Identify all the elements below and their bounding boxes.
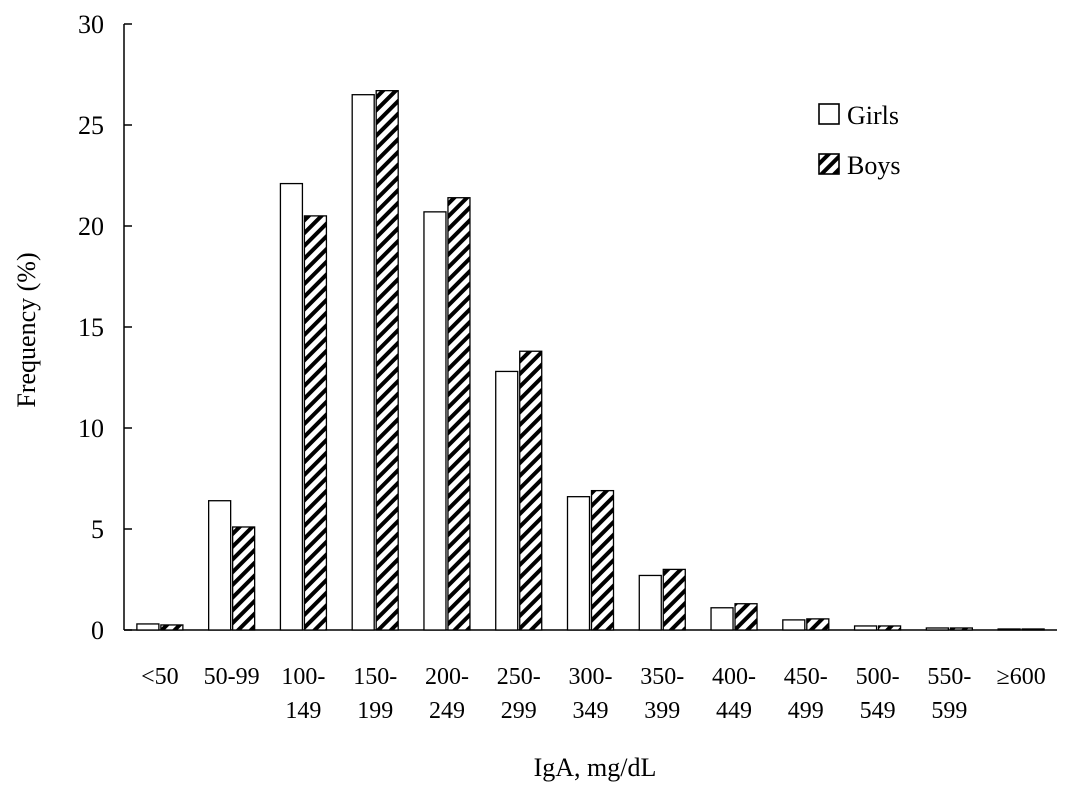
bar-boys-0	[160, 624, 184, 631]
x-tick-label: 50-99	[204, 664, 260, 690]
bar-girls-10	[853, 625, 878, 631]
x-tick-label-line: 349	[573, 698, 609, 724]
x-tick-label-line: 250-	[497, 664, 541, 690]
x-tick-label: 350- 399	[640, 664, 684, 724]
x-tick-label-line: 249	[429, 698, 465, 724]
x-tick-label: ≥600	[997, 664, 1046, 690]
legend-swatch-girls	[818, 103, 840, 125]
y-tick-label: 10	[78, 414, 104, 443]
legend-label-boys: Boys	[847, 151, 900, 180]
bar-girls-8	[710, 607, 734, 631]
bar-boys-7	[662, 568, 686, 631]
bar-girls-1	[208, 500, 232, 631]
x-tick-label-line: 50-99	[204, 664, 260, 690]
bar-boys-2	[303, 215, 328, 631]
bar-boys-3	[375, 90, 399, 631]
y-tick-label: 5	[91, 515, 104, 544]
y-tick-label: 20	[78, 212, 104, 241]
bar-boys-4	[447, 197, 471, 631]
y-tick-label: 30	[78, 10, 104, 39]
bar-boys-9	[806, 618, 830, 631]
x-tick-label: 300- 349	[569, 664, 613, 724]
legend: Girls Boys	[818, 101, 900, 180]
x-tick-label-line: 350-	[640, 664, 684, 690]
y-tick-label: 25	[78, 111, 104, 140]
x-tick-label: <50	[141, 664, 179, 690]
x-axis-label: IgA, mg/dL	[534, 753, 657, 782]
bar-boys-11	[949, 627, 973, 631]
x-tick-label-line: 399	[644, 698, 680, 724]
bar-boys-12	[1021, 628, 1045, 631]
x-tick-label-line: 100-	[281, 664, 325, 690]
x-tick-label-line: 449	[716, 698, 752, 724]
bars-group	[136, 90, 1045, 631]
legend-label-girls: Girls	[847, 101, 899, 130]
bar-boys-5	[519, 350, 543, 631]
bar-boys-6	[590, 489, 615, 631]
y-axis-label: Frequency (%)	[12, 252, 41, 407]
bar-boys-10	[877, 625, 902, 631]
bar-girls-2	[279, 182, 304, 631]
x-tick-label-line: 550-	[927, 664, 971, 690]
bar-girls-6	[566, 496, 591, 631]
y-tick-label: 15	[78, 313, 104, 342]
x-tick-label-line: 450-	[784, 664, 828, 690]
x-tick-label: 400- 449	[712, 664, 756, 724]
bar-girls-4	[423, 211, 447, 631]
bar-girls-9	[782, 619, 806, 631]
x-tick-label-line: 500-	[856, 664, 900, 690]
x-tick-label-line: 300-	[569, 664, 613, 690]
bar-boys-8	[734, 603, 758, 631]
x-tick-label-line: 299	[501, 698, 537, 724]
x-tick-label: 250- 299	[497, 664, 541, 724]
bar-boys-1	[232, 526, 256, 631]
x-axis: <50 50-99 100- 149 150- 199 200- 249 250- 299 300-…	[124, 629, 1057, 724]
x-tick-label-line: 199	[357, 698, 393, 724]
x-tick-label-line: ≥600	[997, 664, 1046, 690]
x-tick-label-line: 599	[931, 698, 967, 724]
x-tick-label: 550- 599	[927, 664, 971, 724]
x-tick-label: 200- 249	[425, 664, 469, 724]
bar-girls-0	[136, 623, 160, 631]
bar-girls-11	[925, 627, 949, 631]
legend-swatch-boys	[818, 153, 840, 175]
bar-girls-5	[495, 370, 519, 631]
x-tick-label-line: 200-	[425, 664, 469, 690]
x-tick-label-line: 149	[285, 698, 321, 724]
bar-girls-3	[351, 94, 375, 631]
bar-girls-12	[997, 628, 1021, 631]
x-tick-label: 450- 499	[784, 664, 828, 724]
x-tick-label-line: <50	[141, 664, 179, 690]
x-tick-label: 500- 549	[856, 664, 900, 724]
y-axis: 0 5 10 15 20 25 30	[78, 10, 132, 645]
x-tick-label: 100- 149	[281, 664, 325, 724]
x-tick-label-line: 499	[788, 698, 824, 724]
x-tick-label: 150- 199	[353, 664, 397, 724]
x-tick-label-line: 400-	[712, 664, 756, 690]
bar-girls-7	[638, 574, 662, 631]
y-tick-label: 0	[91, 616, 104, 645]
x-tick-label-line: 549	[860, 698, 896, 724]
x-tick-label-line: 150-	[353, 664, 397, 690]
